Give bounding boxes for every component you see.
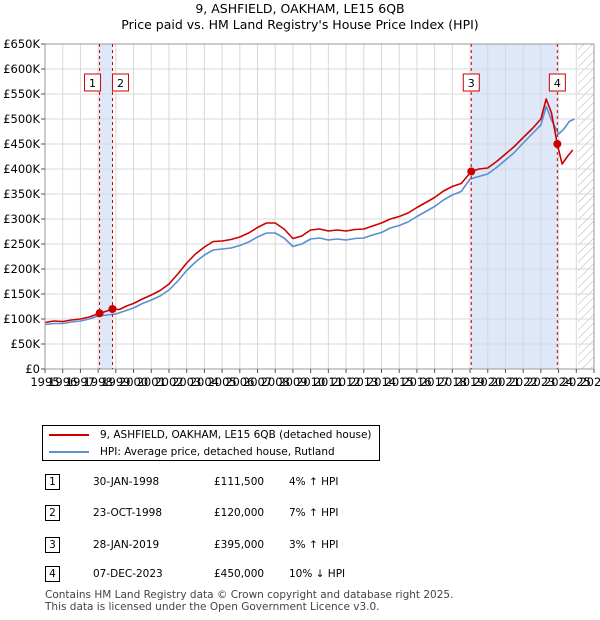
transaction-hpi-diff: 10% ↓ HPI (289, 568, 346, 580)
x-tick-label: 2018 (438, 375, 467, 389)
transaction-price: £120,000 (214, 507, 265, 519)
footer-licence: This data is licensed under the Open Gov… (45, 601, 380, 613)
x-tick-label: 2025 (562, 375, 591, 389)
x-tick-label: 2013 (349, 375, 378, 389)
transaction-row: 2 23-OCT-1998 £120,000 7% ↑ HPI (0, 503, 600, 523)
transaction-number: 3 (45, 537, 60, 553)
plot-frame (44, 43, 595, 370)
x-tick-label: 1999 (101, 375, 130, 389)
x-tick-label: 2015 (385, 375, 414, 389)
transaction-price: £111,500 (214, 476, 265, 488)
sale-marker-point (467, 167, 476, 176)
y-tick-label: £150K (3, 287, 40, 301)
x-tick-label: 2017 (420, 375, 449, 389)
transaction-hpi-diff: 3% ↑ HPI (289, 539, 339, 551)
y-tick-label: £600K (3, 62, 40, 76)
x-tick-label: 2009 (278, 375, 307, 389)
y-tick-label: £250K (3, 237, 40, 251)
y-tick-label: £500K (3, 112, 40, 126)
legend-swatch-hpi (49, 451, 89, 453)
sale-marker-box (462, 73, 480, 92)
x-tick-label: 2000 (119, 375, 148, 389)
x-tick-label: 2003 (172, 375, 201, 389)
sale-period-shading (99, 44, 113, 369)
sale-marker-label: 4 (554, 77, 561, 90)
x-tick-label: 2024 (544, 375, 573, 389)
transaction-number: 2 (45, 505, 60, 521)
sale-marker-label: 2 (117, 77, 124, 90)
x-tick-label: 1995 (30, 375, 59, 389)
chart-legend: 9, ASHFIELD, OAKHAM, LE15 6QB (detached … (42, 425, 380, 461)
transaction-date: 28-JAN-2019 (93, 539, 160, 551)
y-tick-label: £0 (25, 362, 40, 376)
x-tick-label: 2011 (314, 375, 343, 389)
chart-title: 9, ASHFIELD, OAKHAM, LE15 6QB (195, 1, 405, 16)
x-tick-label: 2021 (491, 375, 520, 389)
series-line-property (45, 98, 574, 324)
x-tick-label: 1998 (83, 375, 112, 389)
x-tick-label: 2016 (402, 375, 431, 389)
x-tick-label: 2014 (367, 375, 396, 389)
legend-swatch-property (49, 434, 89, 436)
x-tick-label: 1997 (66, 375, 95, 389)
transaction-row: 3 28-JAN-2019 £395,000 3% ↑ HPI (0, 535, 600, 555)
x-tick-label: 2023 (526, 375, 555, 389)
price-chart: 1995199619971998199920002001200220032004… (3, 37, 600, 389)
y-tick-label: £100K (3, 312, 40, 326)
sale-period-shading (471, 44, 558, 369)
transaction-price: £395,000 (214, 539, 265, 551)
x-tick-label: 2004 (190, 375, 219, 389)
sale-marker-point (553, 140, 562, 148)
sale-marker-box (84, 73, 102, 92)
legend-label-hpi: HPI: Average price, detached house, Rutl… (100, 446, 335, 458)
sale-marker-point (95, 309, 104, 318)
sale-marker-label: 1 (89, 77, 96, 90)
sale-marker-label: 3 (468, 77, 475, 90)
x-tick-label: 2001 (137, 375, 166, 389)
y-tick-label: £400K (3, 162, 40, 176)
x-tick-label: 2008 (261, 375, 290, 389)
x-tick-label: 2010 (296, 375, 325, 389)
footer-copyright: Contains HM Land Registry data © Crown c… (45, 589, 454, 601)
x-tick-label: 2002 (154, 375, 183, 389)
transaction-price: £450,000 (214, 568, 265, 580)
x-tick-label: 2007 (243, 375, 272, 389)
transaction-row: 1 30-JAN-1998 £111,500 4% ↑ HPI (0, 472, 600, 492)
x-tick-label: 2020 (473, 375, 502, 389)
y-tick-label: £200K (3, 262, 40, 276)
y-tick-label: £300K (3, 212, 40, 226)
transaction-date: 23-OCT-1998 (93, 507, 162, 519)
transaction-number: 1 (45, 474, 60, 490)
sale-marker-point (108, 305, 117, 313)
x-tick-label: 2022 (509, 375, 538, 389)
forecast-hatch (578, 44, 594, 369)
x-tick-label: 2012 (331, 375, 360, 389)
y-tick-label: £50K (11, 337, 41, 351)
transaction-row: 4 07-DEC-2023 £450,000 10% ↓ HPI (0, 564, 600, 584)
legend-label-property: 9, ASHFIELD, OAKHAM, LE15 6QB (detached … (100, 429, 372, 441)
x-tick-label: 2019 (455, 375, 484, 389)
transaction-date: 07-DEC-2023 (93, 568, 163, 580)
transaction-hpi-diff: 4% ↑ HPI (289, 476, 339, 488)
sale-marker-box (548, 73, 566, 92)
x-tick-label: 2006 (225, 375, 254, 389)
y-tick-label: £550K (3, 87, 40, 101)
series-line-hpi (45, 105, 575, 326)
x-tick-label: 1996 (48, 375, 77, 389)
transaction-hpi-diff: 7% ↑ HPI (289, 507, 339, 519)
y-tick-label: £350K (3, 187, 40, 201)
chart-subtitle: Price paid vs. HM Land Registry's House … (121, 17, 479, 32)
transaction-date: 30-JAN-1998 (93, 476, 160, 488)
x-tick-label: 2005 (207, 375, 236, 389)
sale-marker-box (111, 73, 129, 92)
y-tick-label: £650K (3, 37, 40, 51)
transaction-number: 4 (45, 566, 60, 582)
y-tick-label: £450K (3, 137, 40, 151)
x-tick-label: 2026 (579, 375, 600, 389)
